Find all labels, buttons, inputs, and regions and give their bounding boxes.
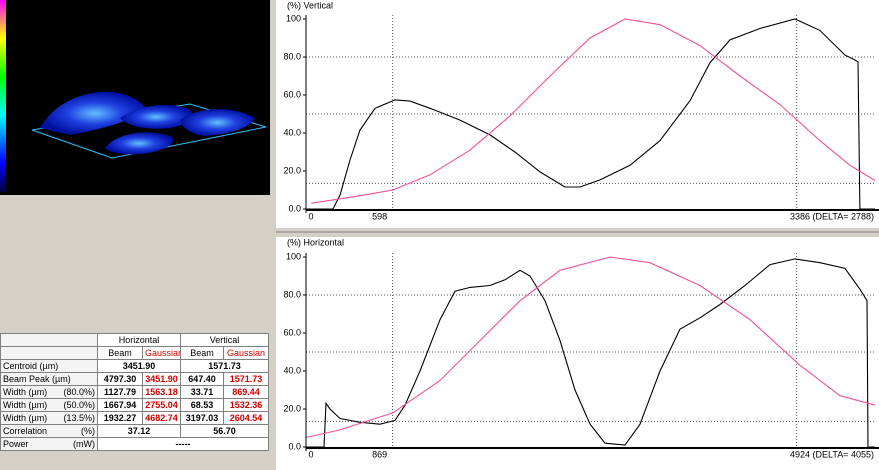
group-header: Vertical: [181, 334, 269, 347]
value-cell: 4682.74: [143, 412, 181, 425]
y-tick-label: 40.0: [283, 127, 301, 137]
row-unit: (50.0%): [63, 400, 95, 410]
x-tick-label: 0: [308, 449, 313, 459]
y-tick-label: 0.0: [288, 441, 301, 451]
row-label-text: Beam Peak (µm): [3, 374, 71, 384]
value-cell: 1127.79: [98, 386, 143, 399]
row-unit: (13.5%): [63, 413, 95, 423]
value-cell: 2604.54: [224, 412, 269, 425]
y-tick-label: 100: [286, 251, 301, 261]
column-header: Gaussian: [143, 347, 181, 360]
beam-3d-view: [0, 0, 270, 195]
value-cell: 1532.36: [224, 399, 269, 412]
row-label-text: Width (µm): [3, 413, 47, 423]
row-label: (13.5%) Width (µm): [1, 412, 98, 425]
row-label-text: Power: [3, 439, 29, 449]
value-cell: -----: [98, 438, 269, 451]
cursor-label: 3386 (DELTA= 2788): [790, 211, 874, 221]
row-label-text: Centroid (µm): [3, 361, 58, 371]
y-tick-label: 60.0: [283, 89, 301, 99]
cursor-label: 4924 (DELTA= 4055): [790, 449, 874, 459]
profile-charts: (%) Vertical 0.0 20.0 40.0 60.0 80.0 100 0 598 33…: [276, 0, 879, 470]
row-unit: (%): [81, 426, 95, 436]
chart-title: (%) Vertical: [287, 0, 333, 10]
value-cell: 869.44: [224, 386, 269, 399]
row-label-text: Width (µm): [3, 400, 47, 410]
row-label: Beam Peak (µm): [1, 373, 98, 386]
chart-title: (%) Horizontal: [287, 237, 344, 247]
row-label-text: Width (µm): [3, 387, 47, 397]
group-header: Horizontal: [98, 334, 181, 347]
corner-cell: [1, 334, 98, 347]
value-cell: 1563.18: [143, 386, 181, 399]
value-cell: 3451.90: [98, 360, 181, 373]
value-cell: 68.53: [181, 399, 224, 412]
column-header: Beam: [98, 347, 143, 360]
row-unit: (80.0%): [63, 387, 95, 397]
y-tick-label: 80.0: [283, 51, 301, 61]
value-cell: 647.40: [181, 373, 224, 386]
value-cell: 1571.73: [181, 360, 269, 373]
x-tick-label: 0: [308, 211, 313, 221]
value-cell: 1571.73: [224, 373, 269, 386]
y-tick-label: 100: [286, 13, 301, 23]
value-cell: 4797.30: [98, 373, 143, 386]
value-cell: 3451.90: [143, 373, 181, 386]
cursor-label: 869: [372, 449, 387, 459]
column-header: Gaussian: [224, 347, 269, 360]
row-label: (80.0%) Width (µm): [1, 386, 98, 399]
page: (%) Vertical 0.0 20.0 40.0 60.0 80.0 100 0 598 33…: [0, 0, 879, 470]
y-tick-label: 80.0: [283, 289, 301, 299]
value-cell: 37.12: [98, 425, 181, 438]
y-tick-label: 40.0: [283, 365, 301, 375]
y-tick-label: 20.0: [283, 403, 301, 413]
row-label-text: Correlation: [3, 426, 47, 436]
y-tick-label: 60.0: [283, 327, 301, 337]
value-cell: 1932.27: [98, 412, 143, 425]
value-cell: 3197.03: [181, 412, 224, 425]
row-label: (50.0%) Width (µm): [1, 399, 98, 412]
value-cell: 1667.94: [98, 399, 143, 412]
column-header: Beam: [181, 347, 224, 360]
row-label: (%) Correlation: [1, 425, 98, 438]
row-label: Centroid (µm): [1, 360, 98, 373]
row-unit: (mW): [73, 439, 95, 449]
chart-panel: [276, 237, 879, 470]
y-tick-label: 0.0: [288, 203, 301, 213]
value-cell: 2755.04: [143, 399, 181, 412]
cursor-label: 598: [372, 211, 387, 221]
value-cell: 56.70: [181, 425, 269, 438]
data-row: (mW) Power -----: [1, 438, 269, 451]
corner-cell: [1, 347, 98, 360]
value-cell: 33.71: [181, 386, 224, 399]
row-label: (mW) Power: [1, 438, 98, 451]
y-tick-label: 20.0: [283, 165, 301, 175]
